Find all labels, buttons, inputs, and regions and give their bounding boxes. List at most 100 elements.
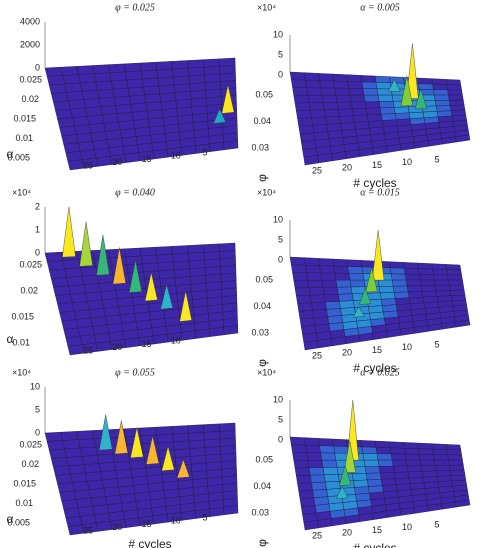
surface-cell (60, 431, 79, 441)
z-exponent: ×10⁴ (257, 367, 276, 377)
surface-cell (375, 447, 392, 455)
surface-cell (88, 308, 106, 319)
surface-cell (320, 272, 337, 281)
cycle-tick-label: 20 (342, 163, 352, 173)
surface-cell (403, 442, 419, 449)
surface-cell (367, 479, 383, 487)
surface-cell (159, 277, 177, 287)
surface-cell (219, 72, 236, 82)
surface-cell (325, 301, 341, 310)
surface-cell (393, 471, 410, 479)
surface-cell (190, 90, 207, 100)
surface-cell (377, 94, 394, 102)
surface-cell (417, 262, 433, 270)
surface-cell (113, 460, 131, 471)
surface-cell (289, 436, 306, 446)
surface-cell (48, 83, 67, 94)
surface-cell (435, 470, 452, 477)
surface-cell (144, 93, 162, 104)
surface-cell (449, 469, 466, 476)
surface-peak (79, 221, 93, 267)
surface-cell (394, 297, 411, 305)
surface-cell (175, 99, 192, 109)
surface-cell (78, 438, 96, 449)
surface-peak (161, 445, 175, 472)
surface-cell (408, 296, 425, 304)
panel-title: φ = 0.055 (115, 367, 155, 378)
surface-cell (112, 87, 130, 98)
surface-cell (331, 516, 347, 527)
surface-cell (433, 274, 449, 281)
surface-cell (140, 69, 159, 80)
surface-cell (172, 68, 190, 78)
surface-cell (336, 101, 353, 110)
surface-cell (407, 291, 424, 299)
surface-cell (292, 272, 309, 281)
surface-cell (339, 300, 355, 309)
surface-cell (364, 466, 381, 474)
surface-cell (92, 64, 111, 74)
surface-cell (394, 477, 411, 485)
surface-cell (95, 521, 113, 532)
surface-cell (419, 274, 435, 281)
surface-cell (129, 94, 147, 105)
surface-cell (174, 276, 192, 286)
surface-cell (293, 280, 310, 289)
surface-cell (312, 124, 329, 134)
surface-cell (348, 273, 365, 281)
surface-cell (108, 63, 126, 74)
surface-cell (158, 84, 176, 95)
side-label: α (7, 512, 14, 526)
surface-cell (79, 266, 98, 277)
side-tick-label: 0.015 (13, 478, 36, 488)
surface-cell (308, 467, 325, 476)
panel: φ = 0.025 4000 2000 0 0.025 0.02 0.015 0.01 0.00… (7, 2, 239, 170)
surface-cell (57, 302, 75, 313)
surface-cell (293, 95, 310, 104)
surface-cell (83, 283, 101, 294)
surface-cell (346, 259, 363, 268)
surface-cell (50, 457, 69, 468)
z-exponent: ×10⁴ (12, 367, 31, 377)
surface-cell (320, 87, 337, 96)
surface-cell (85, 291, 103, 302)
side-tick-label: 0.01 (15, 498, 33, 508)
surface-cell (303, 257, 320, 266)
surface-cell (421, 470, 438, 478)
surface-cell (303, 340, 319, 351)
surface-cell (189, 447, 206, 457)
surface-peak (213, 108, 227, 124)
surface-cell (72, 481, 90, 492)
cycle-tick-label: 10 (402, 157, 412, 167)
surface-cell (389, 267, 406, 275)
z-tick-label: 0 (35, 247, 40, 257)
surface-cell (404, 448, 420, 455)
surface-cell (362, 88, 379, 96)
surface-cell (171, 60, 189, 70)
surface-cell (446, 269, 462, 276)
surface-cell (189, 82, 206, 92)
side-tick-label: 0.04 (253, 481, 271, 491)
surface-cell (390, 453, 407, 461)
surface-cell (102, 298, 119, 309)
surface-cell (448, 279, 464, 286)
surface-cell (116, 477, 134, 488)
z-exponent: ×10⁴ (257, 2, 276, 12)
surface-cell (146, 474, 164, 485)
surface-cell (204, 446, 221, 456)
surface-cell (446, 449, 462, 456)
surface-cell (81, 275, 100, 285)
surface-cell (449, 464, 465, 471)
surface-cell (218, 57, 236, 67)
surface-cell (318, 73, 334, 82)
cycle-label: # cycles (128, 537, 171, 548)
surface-cell (53, 285, 71, 296)
surface-cell (406, 465, 423, 473)
surface-cell (159, 92, 177, 102)
surface-cell (405, 453, 421, 461)
surface-cell (306, 87, 323, 96)
surface-cell (174, 268, 191, 278)
surface-cell (294, 287, 311, 296)
surface-peak (128, 260, 143, 293)
